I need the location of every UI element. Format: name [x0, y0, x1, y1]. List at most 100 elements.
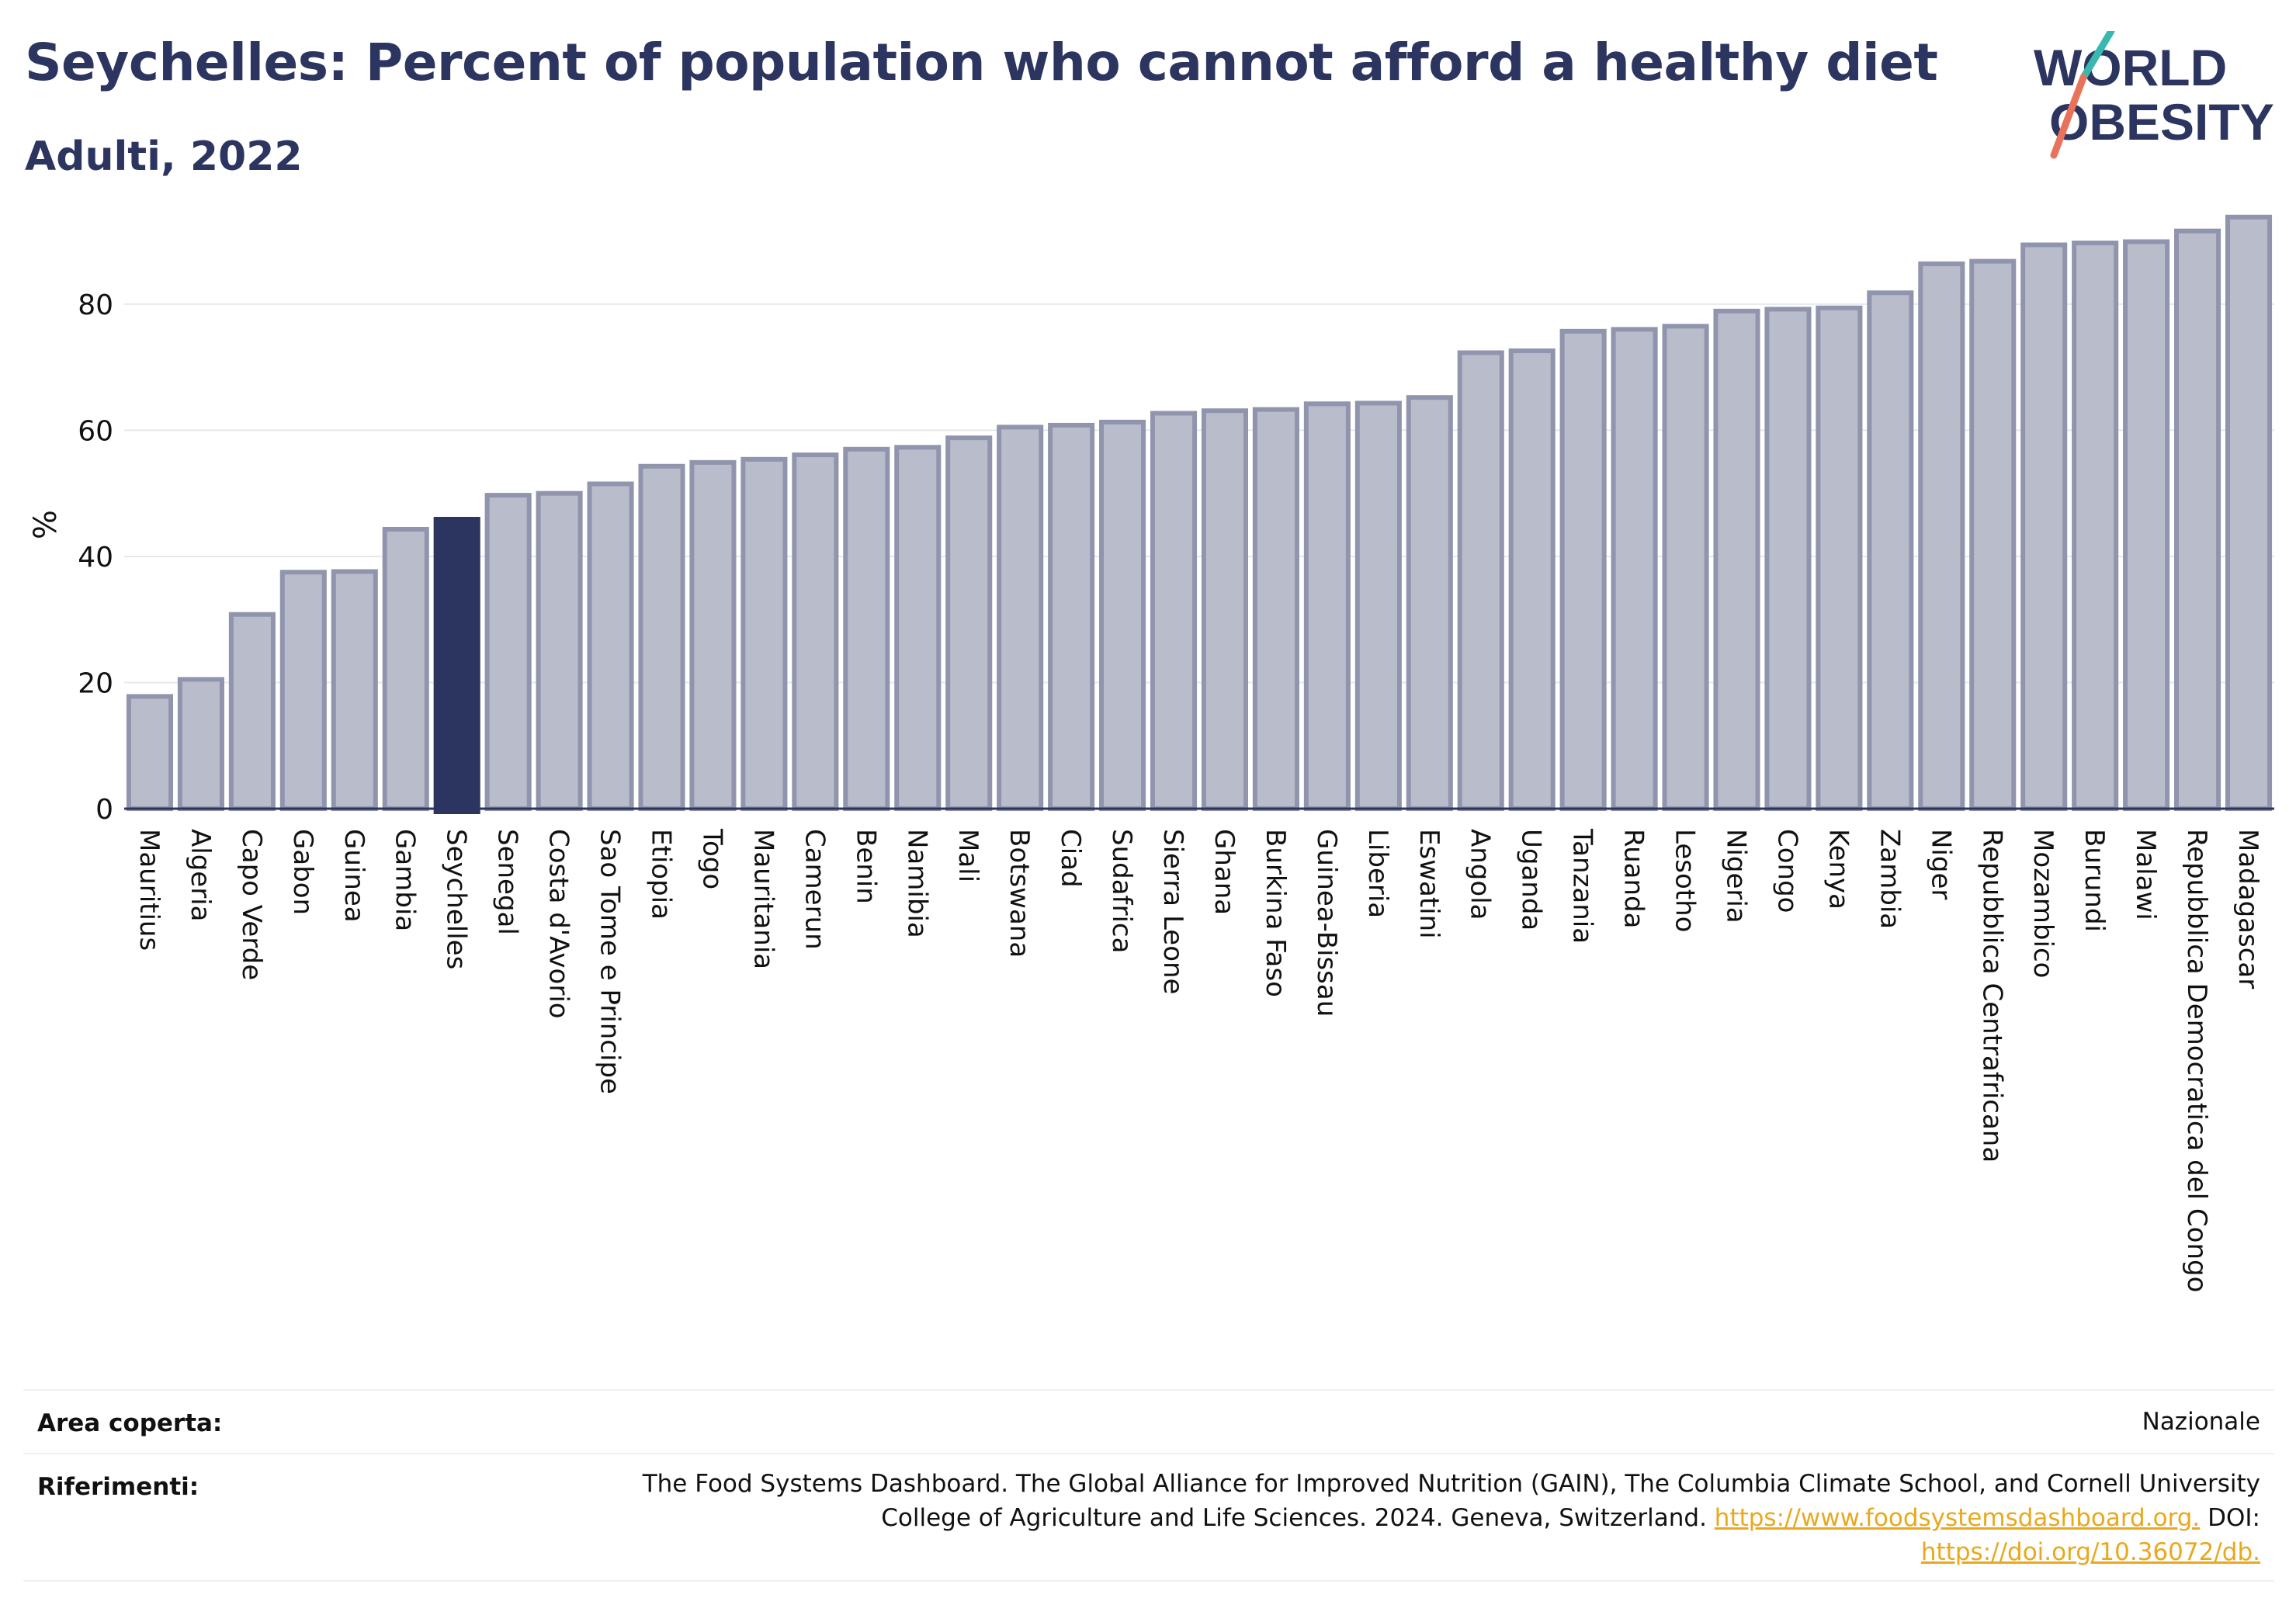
world-obesity-logo: WORLD OBESITY: [2034, 31, 2274, 159]
x-tick-label: Ghana: [1209, 829, 1240, 915]
bar-gabon[interactable]: [279, 570, 327, 812]
x-tick-label: Guinea: [338, 829, 369, 923]
bar-mauritania[interactable]: [740, 456, 788, 812]
y-tick-label: 0: [95, 794, 113, 826]
y-tick-label: 80: [78, 289, 113, 321]
x-tick-label: Senegal: [492, 829, 523, 935]
bar-chart: 0 20 40 60 80 Mauritius Algeria Capo Verde Gabo…: [28, 214, 2274, 1292]
bar-sudafrica[interactable]: [1099, 419, 1146, 812]
x-tick-label: Burkina Faso: [1260, 829, 1291, 997]
y-axis-label: %: [28, 510, 64, 539]
bar-ghana[interactable]: [1201, 408, 1249, 811]
x-tick-label: Kenya: [1823, 829, 1854, 910]
bar-mali[interactable]: [945, 435, 993, 811]
bar-guinea-bissau[interactable]: [1303, 401, 1351, 811]
x-tick-label: Sudafrica: [1106, 829, 1137, 953]
bar-malawi[interactable]: [2123, 239, 2170, 811]
area-value: Nazionale: [2142, 1408, 2260, 1436]
x-tick-label: Togo: [696, 828, 727, 889]
y-tick-label: 20: [78, 667, 113, 699]
bar-kenya[interactable]: [1816, 305, 1863, 812]
bar-senegal[interactable]: [484, 493, 532, 812]
bar-zambia[interactable]: [1867, 290, 1914, 811]
bar-ruanda[interactable]: [1611, 327, 1658, 811]
bar-etiopia[interactable]: [638, 463, 685, 811]
bar-togo[interactable]: [689, 459, 737, 811]
bar-niger[interactable]: [1918, 261, 1965, 812]
x-tick-label: Niger: [1925, 829, 1956, 899]
bar-angola[interactable]: [1457, 350, 1504, 812]
gridlines: [124, 303, 2274, 684]
bar-burkina-faso[interactable]: [1252, 407, 1299, 811]
x-tick-label: Eswatini: [1413, 829, 1445, 939]
ref-text: The Food Systems Dashboard. The Global A…: [475, 1467, 2260, 1569]
x-tick-label: Ruanda: [1618, 829, 1649, 928]
x-tick-label: Lesotho: [1670, 829, 1701, 932]
ref-line1: The Food Systems Dashboard. The Global A…: [642, 1470, 2260, 1498]
x-tick-label: Tanzania: [1567, 828, 1598, 944]
x-tick-label: Mauritania: [747, 829, 779, 969]
bar-algeria[interactable]: [177, 677, 224, 811]
x-tick-label: Madagascar: [2232, 829, 2263, 989]
x-tick-label: Seychelles: [441, 829, 472, 969]
x-tick-label: Ciad: [1055, 829, 1086, 888]
ref-line3: https://doi.org/10.36072/db.: [475, 1535, 2260, 1569]
bar-repubblica-centrafricana[interactable]: [1969, 258, 2017, 811]
bar-capo-verde[interactable]: [228, 612, 276, 811]
x-tick-label: Guinea-Bissau: [1311, 829, 1342, 1017]
bar-liberia[interactable]: [1354, 400, 1402, 811]
ref-line2-text: College of Agriculture and Life Sciences…: [881, 1504, 1707, 1532]
logo-line1: WORLD: [2034, 39, 2227, 96]
bar-tanzania[interactable]: [1559, 328, 1607, 811]
logo-line2: OBESITY: [2049, 93, 2274, 151]
bar-lesotho[interactable]: [1662, 324, 1709, 811]
bar-repubblica-democratica-del-congo[interactable]: [2174, 228, 2221, 812]
footer-rule-top: [23, 1389, 2274, 1391]
x-tick-label: Sao Tome e Principe: [595, 829, 626, 1094]
x-tick-label: Malawi: [2130, 829, 2161, 920]
bar-guinea[interactable]: [331, 569, 378, 811]
bar-costa-d-avorio[interactable]: [536, 490, 583, 811]
footer-ref-row: Riferimenti: The Food Systems Dashboard.…: [23, 1467, 2274, 1583]
bar-nigeria[interactable]: [1713, 308, 1760, 811]
x-tick-label: Camerun: [799, 829, 830, 950]
x-tick-label: Mauritius: [134, 829, 165, 951]
x-tick-label: Botswana: [1004, 829, 1035, 958]
footer-rule-bottom: [23, 1580, 2274, 1582]
footer-area-row: Area coperta: Nazionale: [23, 1405, 2274, 1451]
bar-seychelles[interactable]: [433, 517, 480, 814]
bar-uganda[interactable]: [1508, 348, 1556, 811]
x-tick-label: Gabon: [287, 829, 318, 915]
x-tick-label: Gambia: [390, 829, 421, 931]
bar-sao-tome-e-principe[interactable]: [587, 481, 634, 811]
ref-doi-label: DOI:: [2208, 1504, 2260, 1532]
bar-burundi[interactable]: [2072, 241, 2119, 812]
bars: [126, 214, 2273, 814]
ref-link-doi[interactable]: https://doi.org/10.36072/db.: [1920, 1538, 2260, 1566]
bar-botswana[interactable]: [997, 425, 1044, 812]
bar-eswatini[interactable]: [1406, 395, 1453, 811]
bar-sierra-leone[interactable]: [1150, 411, 1198, 811]
y-axis-ticks: 0 20 40 60 80: [78, 289, 113, 826]
bar-congo[interactable]: [1764, 307, 1812, 811]
x-tick-label: Burundi: [2079, 829, 2110, 932]
x-tick-label: Uganda: [1516, 829, 1547, 931]
bar-ciad[interactable]: [1048, 422, 1095, 811]
y-tick-label: 60: [78, 415, 113, 447]
bar-camerun[interactable]: [792, 452, 839, 812]
bar-benin[interactable]: [843, 446, 890, 811]
x-tick-label: Etiopia: [646, 829, 677, 920]
x-tick-label: Repubblica Democratica del Congo: [2181, 829, 2212, 1292]
ref-label: Riferimenti:: [37, 1473, 199, 1501]
x-tick-label: Congo: [1771, 829, 1802, 913]
logo-slash-teal: [2079, 31, 2115, 81]
ref-link-dashboard[interactable]: https://www.foodsystemsdashboard.org.: [1714, 1504, 2201, 1532]
bar-mozambico[interactable]: [2020, 242, 2068, 811]
x-tick-label: Namibia: [901, 829, 932, 938]
x-tick-label: Benin: [850, 829, 881, 904]
bar-namibia[interactable]: [894, 445, 942, 812]
bar-madagascar[interactable]: [2225, 214, 2273, 811]
bar-gambia[interactable]: [382, 527, 429, 811]
bar-mauritius[interactable]: [126, 694, 174, 811]
chart-title: Seychelles: Percent of population who ca…: [25, 33, 1938, 92]
